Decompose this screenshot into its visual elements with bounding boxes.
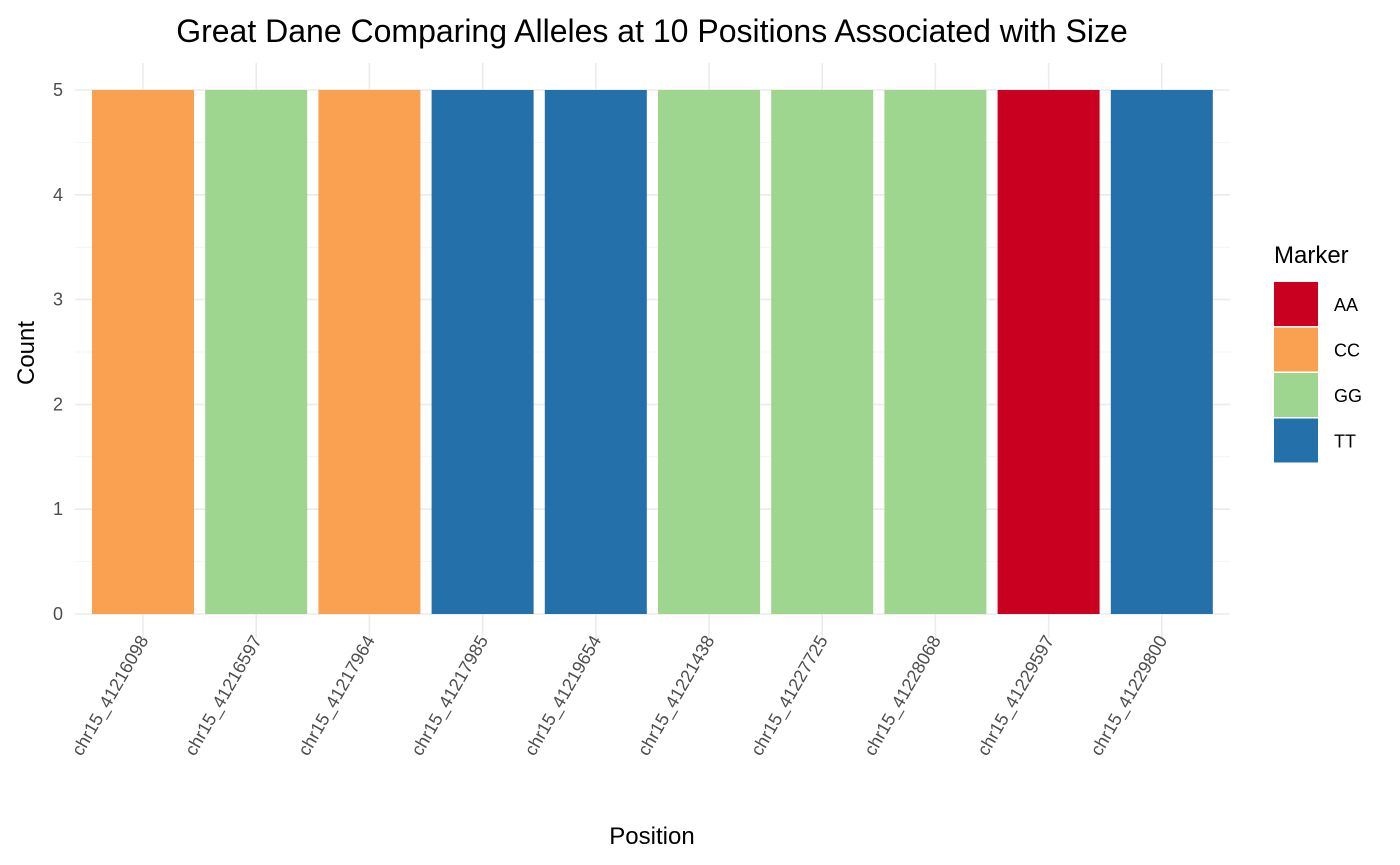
y-tick-label: 0 [53,604,63,624]
y-tick-label: 4 [53,185,63,205]
y-tick-label: 2 [53,394,63,414]
x-tick-label: chr15_41217964 [294,632,380,760]
x-tick-label: chr15_41219654 [520,632,606,760]
bar-chr15_41217985 [431,90,534,614]
legend-key-TT [1274,418,1318,463]
legend-title: Marker [1274,242,1349,269]
legend-key-GG [1274,373,1318,417]
x-tick-label: chr15_41221438 [634,632,720,760]
bar-chr15_41217964 [318,90,421,614]
y-axis-ticks: 0 1 2 3 4 5 [53,80,63,624]
legend: Marker AA CC GG TT [1274,242,1362,463]
bar-chr15_41229800 [1110,90,1213,614]
x-tick-label: chr15_41216098 [68,632,154,760]
y-axis-title: Count [13,321,40,385]
legend-key-AA [1274,282,1318,326]
legend-label-CC: CC [1334,341,1360,361]
x-axis-title: Position [609,823,694,850]
bar-chr15_41227725 [771,90,874,614]
x-tick-label: chr15_41229800 [1086,632,1172,760]
x-tick-label: chr15_41229597 [973,632,1059,760]
y-tick-label: 3 [53,290,63,310]
x-tick-label: chr15_41227725 [747,632,833,760]
x-tick-label: chr15_41228068 [860,632,946,760]
bar-chr15_41229597 [997,90,1100,614]
legend-label-AA: AA [1334,295,1358,315]
bar-chr15_41216597 [205,90,308,614]
bar-chr15_41216098 [92,90,194,614]
legend-label-GG: GG [1334,386,1362,406]
y-tick-label: 5 [53,80,63,100]
chart-title: Great Dane Comparing Alleles at 10 Posit… [176,13,1128,49]
x-tick-label: chr15_41217985 [407,632,493,760]
legend-key-CC [1274,327,1318,372]
bar-chr15_41228068 [884,90,987,614]
bar-chr15_41221438 [658,90,760,614]
bars-group [92,90,1213,614]
x-tick-label: chr15_41216597 [181,632,267,760]
bar-chr15_41219654 [544,90,647,614]
y-tick-label: 1 [53,499,63,519]
x-axis-ticks: chr15_41216098 chr15_41216597 chr15_412179… [68,632,1173,760]
legend-label-TT: TT [1334,432,1356,452]
